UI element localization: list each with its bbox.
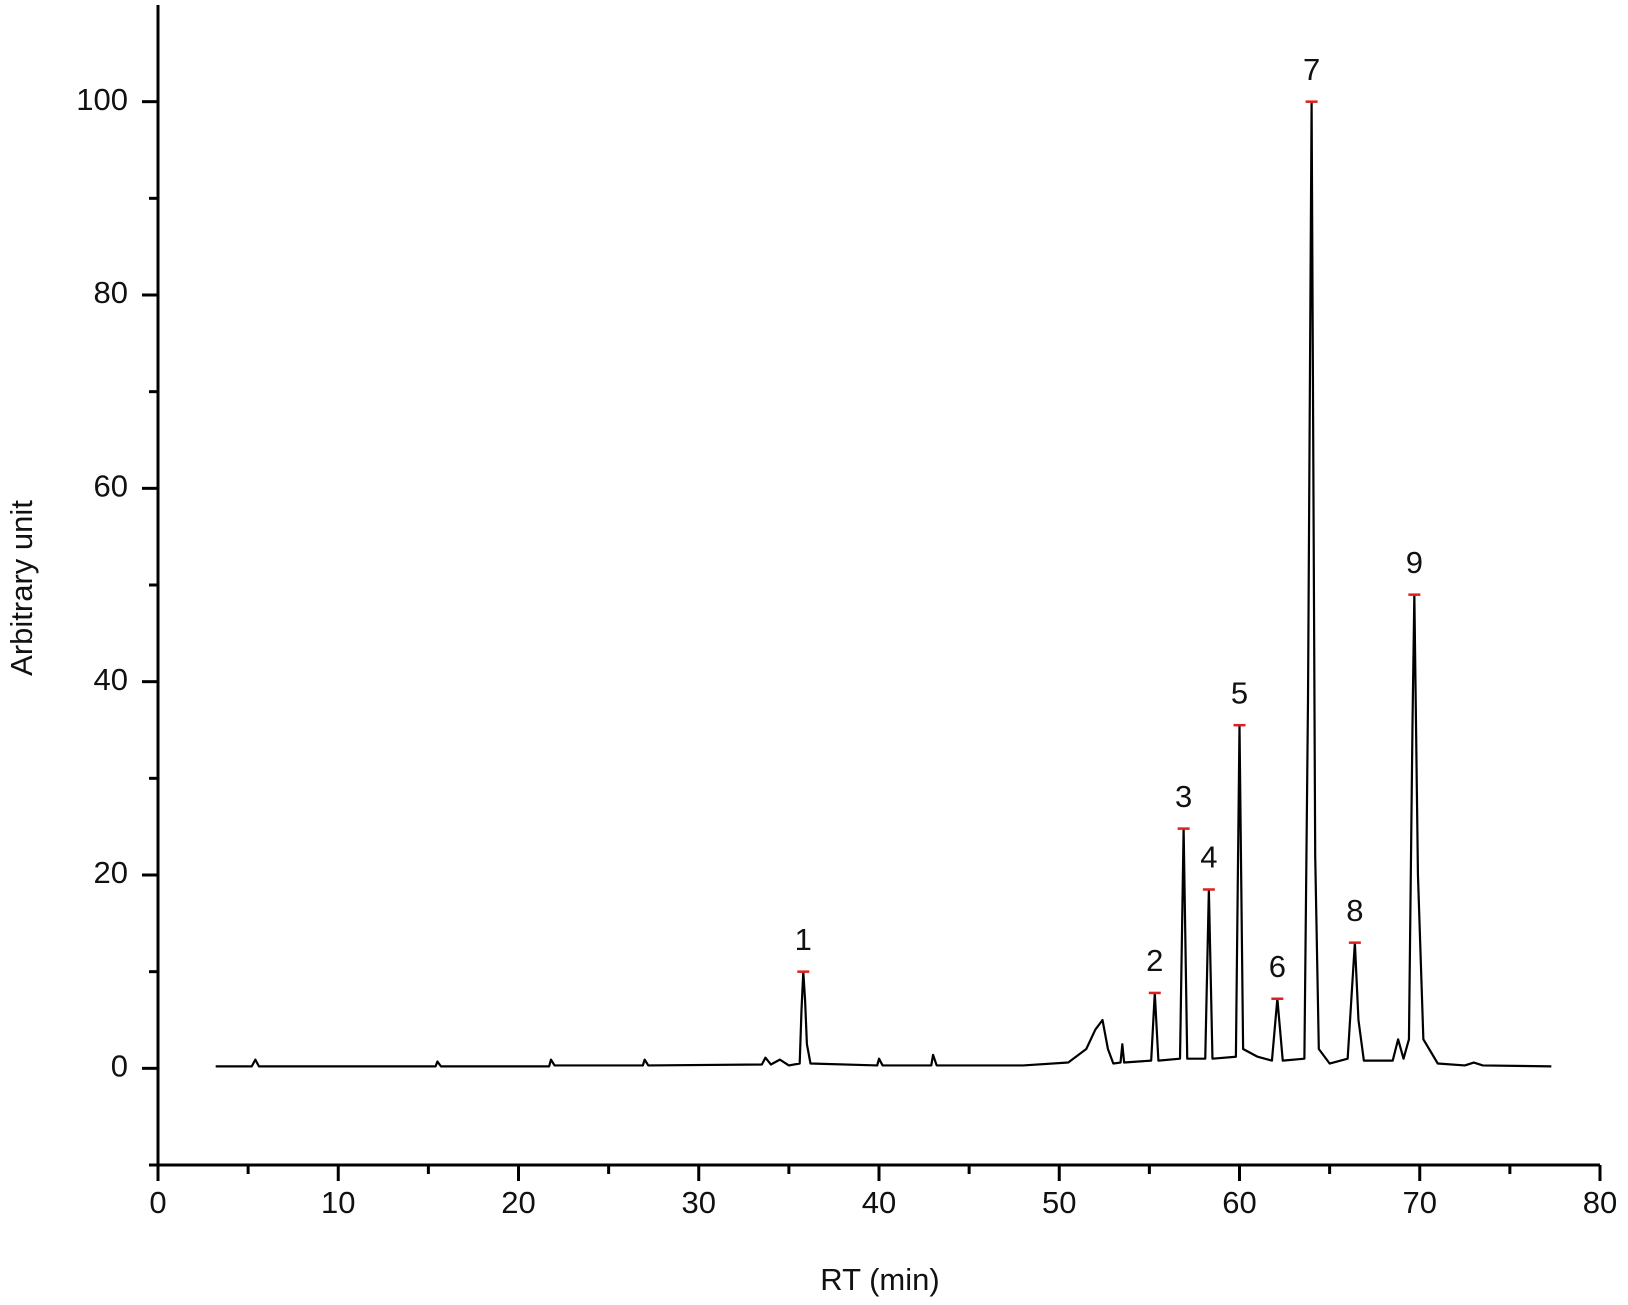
x-tick-label: 40 <box>862 1185 896 1220</box>
y-tick-label: 60 <box>94 469 128 504</box>
x-axis-label: RT (min) <box>820 1262 939 1297</box>
y-tick-label: 0 <box>111 1049 128 1084</box>
peak-label: 6 <box>1269 949 1286 984</box>
peak-label: 3 <box>1175 779 1192 814</box>
peak-label: 5 <box>1231 675 1248 710</box>
x-tick-label: 80 <box>1583 1185 1617 1220</box>
y-tick-label: 80 <box>94 275 128 310</box>
peak-label: 1 <box>795 922 812 957</box>
x-tick-label: 70 <box>1403 1185 1437 1220</box>
x-tick-label: 10 <box>321 1185 355 1220</box>
x-tick-label: 30 <box>682 1185 716 1220</box>
peak-label: 8 <box>1346 893 1363 928</box>
x-tick-label: 0 <box>149 1185 166 1220</box>
peak-label: 7 <box>1303 52 1320 87</box>
x-tick-label: 60 <box>1222 1185 1256 1220</box>
y-tick-label: 20 <box>94 855 128 890</box>
peak-label: 2 <box>1146 943 1163 978</box>
peak-label: 9 <box>1406 545 1423 580</box>
chromatogram-line <box>215 100 1552 1068</box>
x-tick-label: 20 <box>501 1185 535 1220</box>
y-tick-label: 40 <box>94 662 128 697</box>
y-axis-label: Arbitrary unit <box>4 500 39 676</box>
x-tick-label: 50 <box>1042 1185 1076 1220</box>
y-tick-label: 100 <box>76 82 128 117</box>
peak-label: 4 <box>1200 840 1217 875</box>
